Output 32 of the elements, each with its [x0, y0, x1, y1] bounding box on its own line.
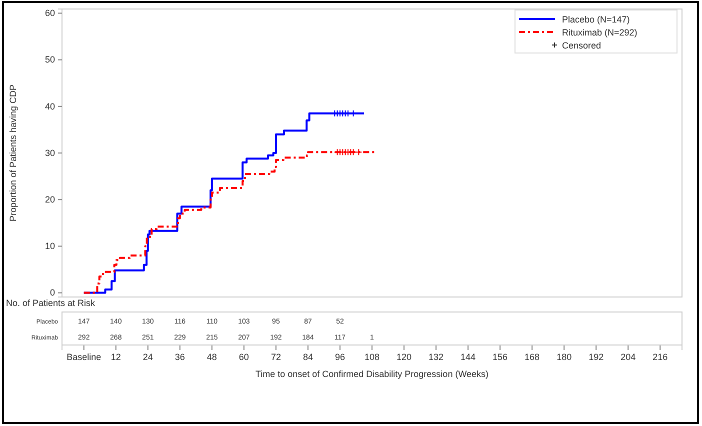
x-tick-label: 36: [174, 352, 185, 362]
y-tick-label: 30: [44, 148, 55, 158]
x-tick-label: 216: [652, 352, 668, 362]
y-tick-label: 60: [44, 8, 55, 18]
x-tick-label: 72: [270, 352, 281, 362]
y-tick-label: 0: [50, 288, 55, 298]
x-tick-label: 180: [556, 352, 572, 362]
x-tick-label: 24: [142, 352, 153, 362]
x-tick-label: 204: [620, 352, 636, 362]
x-tick-label: 192: [588, 352, 604, 362]
x-tick-label: 108: [364, 352, 380, 362]
text: Censored: [562, 40, 602, 50]
legend-label: Rituximab (N=292): [562, 28, 638, 38]
y-tick-label: 40: [44, 101, 55, 112]
y-axis-title: Proportion of Patients having CDP: [8, 84, 18, 222]
x-tick-label: 12: [110, 352, 121, 362]
x-tick-label: 132: [428, 352, 444, 362]
x-tick-label: Baseline: [66, 352, 102, 362]
y-tick-label: 10: [44, 241, 55, 252]
x-tick-label: 96: [334, 352, 345, 362]
legend-label: Placebo (N=147): [562, 14, 630, 24]
x-tick-label: 120: [396, 352, 412, 362]
chart-title: No. of Patients at Risk: [6, 298, 96, 308]
x-tick-label: 144: [460, 352, 476, 362]
x-tick-label: 60: [238, 352, 249, 362]
x-tick-label: 84: [302, 352, 313, 362]
y-tick-label: 50: [44, 54, 55, 65]
x-tick-label: 156: [492, 352, 508, 362]
y-tick-label: 20: [44, 194, 55, 204]
x-tick-label: 168: [524, 352, 540, 362]
x-tick-label: 48: [206, 352, 217, 362]
x-axis-title: Time to onset of Confirmed Disability Progression (Weeks): [255, 369, 489, 379]
